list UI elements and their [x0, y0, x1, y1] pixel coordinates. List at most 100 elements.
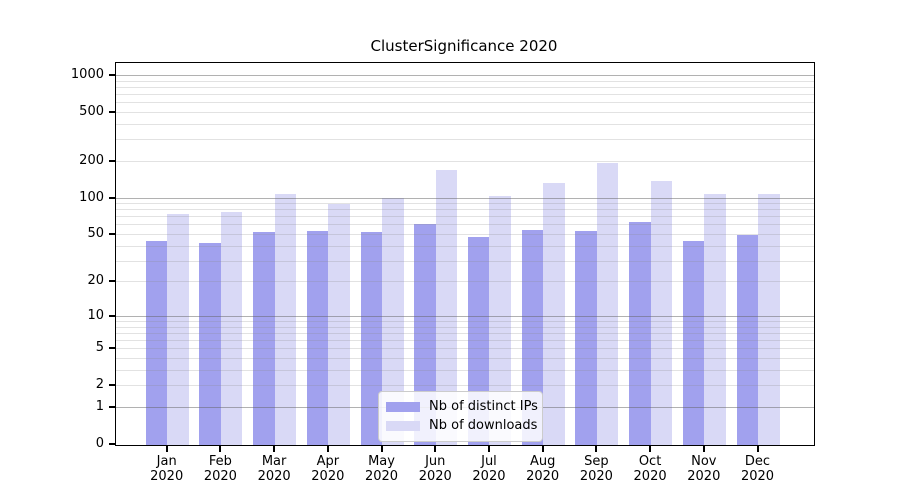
x-tick-label-apr: Apr 2020 — [300, 454, 356, 484]
x-tick-mark — [756, 446, 759, 452]
y-tick-label: 2 — [95, 377, 104, 393]
gridline-minor — [116, 224, 814, 226]
gridline-major — [116, 75, 814, 76]
bar-downloads-mar — [274, 193, 297, 445]
gridline-minor — [116, 234, 814, 235]
x-tick-label-oct: Oct 2020 — [622, 454, 678, 484]
bar-downloads-nov — [704, 194, 726, 445]
y-tick-label: 1 — [95, 398, 104, 414]
bar-distinct-ips-mar — [253, 231, 275, 445]
plot-area — [115, 62, 815, 446]
legend: Nb of distinct IPs Nb of downloads — [378, 391, 543, 442]
x-tick-year: 2020 — [311, 469, 345, 484]
gridline-minor — [116, 245, 814, 247]
y-tick-label: 500 — [79, 103, 104, 119]
bar-distinct-ips-jun — [414, 223, 436, 445]
y-tick-mark — [109, 232, 115, 235]
bar-downloads-feb — [220, 212, 243, 445]
gridline-minor — [116, 203, 814, 205]
x-tick-month: Dec — [744, 454, 771, 469]
x-tick-year: 2020 — [364, 469, 399, 484]
x-tick-label-nov: Nov 2020 — [676, 454, 732, 484]
legend-label-distinct-ips: Nb of distinct IPs — [429, 399, 538, 414]
x-tick-mark — [326, 446, 329, 452]
x-tick-label-jul: Jul 2020 — [461, 454, 517, 484]
gridline-minor — [116, 340, 814, 342]
x-tick-month: Aug — [529, 454, 556, 469]
gridline-minor — [116, 139, 814, 141]
legend-swatch-distinct-ips — [386, 401, 420, 412]
x-tick-year: 2020 — [257, 469, 291, 484]
y-tick-mark — [109, 74, 115, 76]
x-tick-mark — [541, 446, 544, 452]
y-tick-label: 0 — [95, 436, 104, 451]
bar-downloads-aug — [543, 182, 565, 445]
bar-distinct-ips-apr — [306, 231, 329, 445]
x-tick-mark — [219, 446, 222, 452]
y-tick-label: 200 — [79, 152, 104, 168]
x-tick-month: Feb — [208, 454, 232, 469]
x-tick-year: 2020 — [418, 469, 452, 484]
y-tick-label: 1000 — [70, 67, 104, 82]
x-tick-label-feb: Feb 2020 — [192, 454, 248, 484]
bar-downloads-dec — [758, 193, 780, 445]
y-tick-mark — [109, 347, 115, 350]
x-tick-month: Mar — [261, 454, 287, 469]
y-tick-label: 10 — [87, 307, 104, 323]
x-tick-month: Nov — [691, 454, 717, 469]
x-tick-year: 2020 — [579, 469, 613, 484]
x-tick-month: Jan — [156, 454, 177, 469]
gridline-minor — [116, 94, 814, 95]
y-tick-mark — [109, 405, 115, 408]
gridline-minor — [116, 209, 814, 211]
x-tick-label-jan: Jan 2020 — [139, 454, 195, 484]
x-tick-mark — [649, 446, 652, 452]
x-tick-label-jun: Jun 2020 — [407, 454, 463, 484]
x-tick-month: Apr — [316, 454, 340, 469]
x-tick-mark — [380, 446, 383, 452]
bar-distinct-ips-sep — [575, 231, 597, 445]
bar-downloads-jan — [167, 213, 189, 445]
gridline-minor — [116, 112, 814, 113]
gridline-minor — [116, 102, 814, 104]
x-tick-label-sep: Sep 2020 — [568, 454, 624, 484]
gridline-minor — [116, 160, 814, 162]
x-tick-mark — [165, 446, 168, 452]
legend-row-distinct-ips: Nb of distinct IPs — [386, 397, 538, 416]
x-tick-label-aug: Aug 2020 — [515, 454, 571, 484]
x-tick-mark — [595, 446, 598, 452]
x-tick-year: 2020 — [740, 469, 775, 484]
y-tick-mark — [109, 280, 115, 283]
bar-downloads-may — [382, 198, 404, 445]
gridline-minor — [116, 260, 814, 262]
gridline-minor — [116, 385, 814, 387]
x-tick-label-may: May 2020 — [354, 454, 410, 484]
legend-row-downloads: Nb of downloads — [386, 416, 537, 435]
y-tick-mark — [109, 384, 115, 387]
x-tick-label-dec: Dec 2020 — [730, 454, 786, 484]
x-tick-mark — [487, 446, 490, 452]
gridline-minor — [116, 358, 814, 359]
x-tick-month: Jul — [481, 454, 497, 469]
gridline-major — [116, 197, 814, 199]
x-tick-year: 2020 — [203, 469, 237, 484]
gridline-minor — [116, 370, 814, 371]
x-tick-month: Oct — [638, 454, 662, 469]
x-tick-year: 2020 — [633, 469, 667, 484]
bar-distinct-ips-may — [360, 231, 383, 445]
x-tick-year: 2020 — [472, 469, 506, 484]
bar-distinct-ips-nov — [682, 240, 705, 445]
gridline-minor — [116, 80, 814, 82]
gridline-minor — [116, 321, 814, 322]
bar-downloads-sep — [596, 162, 619, 445]
x-tick-mark — [273, 446, 276, 452]
bar-downloads-jul — [489, 196, 511, 445]
gridline-minor — [116, 86, 814, 88]
gridline-major — [116, 315, 814, 317]
y-tick-mark — [109, 443, 115, 445]
gridline-minor — [116, 326, 814, 328]
x-tick-month: Jun — [425, 454, 446, 469]
bar-downloads-apr — [328, 204, 350, 445]
x-tick-month: Sep — [584, 454, 609, 469]
